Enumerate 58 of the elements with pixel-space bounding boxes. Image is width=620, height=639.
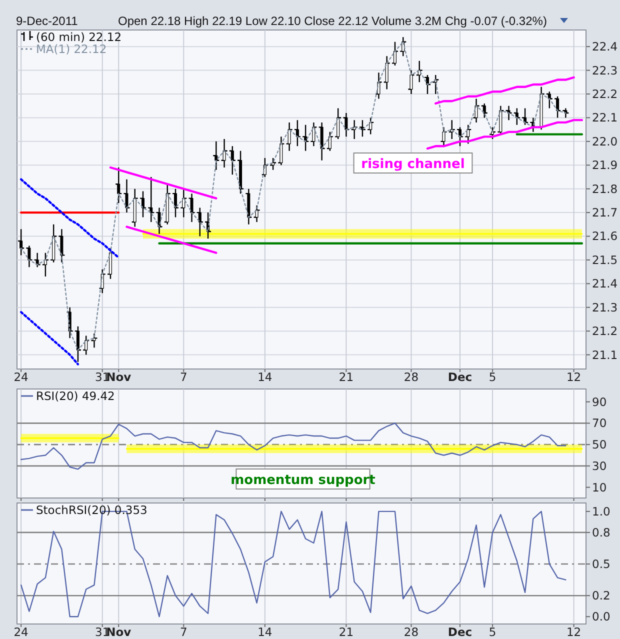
chart-subtitle: 9-Dec-2011	[16, 14, 78, 28]
x-tick-label: 24	[14, 625, 28, 639]
y-tick-label: 0.0	[592, 610, 610, 624]
y-tick-label: 50	[592, 438, 607, 452]
x-tick-label: Nov	[106, 625, 132, 639]
x-tick-label: 24	[14, 370, 28, 384]
y-tick-label: 21.8	[592, 182, 618, 196]
x-tick-label: 5	[488, 625, 496, 639]
y-tick-label: 10	[592, 480, 607, 494]
x-tick-label: 28	[404, 370, 419, 384]
x-tick-label: Dec	[448, 370, 472, 384]
y-tick-label: 21.2	[592, 324, 618, 338]
x-tick-label: 12	[566, 370, 582, 384]
line-series	[20, 422, 566, 470]
y-tick-label: 21.3	[592, 300, 618, 314]
x-tick-label: 14	[258, 625, 272, 639]
annotation: momentum support	[230, 473, 376, 488]
y-tick-label: 21.6	[592, 229, 618, 244]
x-tick-label: 12	[566, 625, 582, 639]
y-tick-label: 70	[592, 416, 607, 430]
x-tick-label: Nov	[106, 370, 132, 384]
legend-label: MA(1) 22.12	[36, 42, 107, 56]
line-series	[20, 178, 120, 259]
legend-label: RSI(20) 49.42	[36, 389, 115, 403]
x-tick-label: 7	[180, 370, 188, 384]
x-tick-label: 7	[180, 625, 188, 639]
y-tick-label: 21.9	[592, 158, 618, 172]
legend-label: StochRSI(20) 0.353	[36, 503, 148, 517]
x-tick-label: 14	[258, 370, 272, 384]
x-tick-label: 21	[338, 625, 354, 639]
line-series	[126, 226, 218, 254]
y-tick-label: 22.1	[592, 110, 618, 125]
legend-label: (60 min) 22.12	[36, 30, 122, 44]
y-tick-label: 0.8	[592, 525, 610, 540]
y-tick-label: 22.2	[592, 87, 618, 102]
line-series	[20, 41, 566, 351]
y-tick-label: 30	[592, 458, 607, 473]
line-series	[434, 76, 575, 105]
line-series	[109, 166, 218, 200]
line-series	[426, 118, 584, 150]
x-tick-label: 28	[404, 625, 419, 639]
y-tick-label: 22.0	[592, 134, 618, 148]
annotation: rising channel	[361, 157, 465, 172]
y-tick-label: 90	[592, 394, 607, 409]
y-tick-label: 0.2	[592, 588, 610, 603]
line-series	[20, 311, 80, 366]
y-tick-label: 21.4	[592, 276, 618, 291]
text: Open 22.18 High 22.19 Low 22.10 Close 22.12 Volume 3.2M Chg -0.07 (-0.32%)	[118, 14, 547, 28]
y-tick-label: 22.4	[592, 40, 618, 54]
y-tick-label: 1.0	[592, 504, 610, 518]
y-tick-label: 21.5	[592, 252, 618, 267]
x-tick-label: Dec	[448, 625, 472, 639]
y-tick-label: 0.5	[592, 557, 610, 572]
y-tick-label: 22.3	[592, 63, 618, 78]
x-tick-label: 21	[338, 370, 354, 384]
x-tick-label: 5	[488, 370, 496, 384]
y-tick-label: 21.1	[592, 348, 618, 362]
y-tick-label: 21.7	[592, 206, 618, 220]
